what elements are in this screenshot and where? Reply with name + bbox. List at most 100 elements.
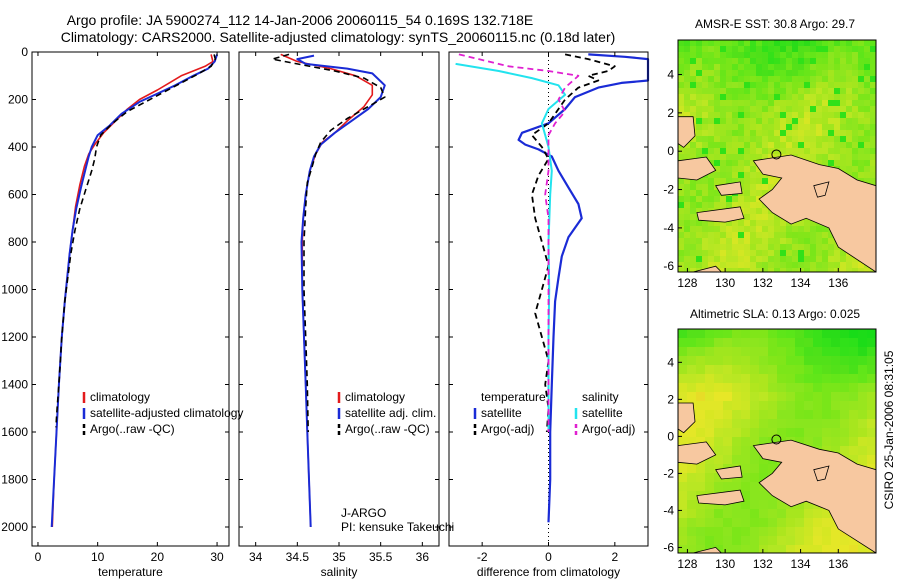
map-cell xyxy=(822,130,829,137)
map-cell xyxy=(858,410,868,420)
map-cell xyxy=(759,428,769,438)
legend-entry: climatology xyxy=(90,390,150,404)
map-cell xyxy=(774,82,781,89)
map-cell xyxy=(696,383,706,393)
map-cell xyxy=(738,100,745,107)
map-cell xyxy=(786,232,793,239)
map-cell xyxy=(684,190,691,197)
map-cell xyxy=(723,536,733,546)
map-cell xyxy=(756,268,763,272)
map-cell xyxy=(786,527,796,537)
map-cell xyxy=(687,491,697,501)
map-cell xyxy=(795,374,805,384)
map-frame xyxy=(677,39,877,273)
map-cell xyxy=(714,232,721,239)
map-cell xyxy=(702,52,709,59)
map-cell xyxy=(684,244,691,251)
map-cell xyxy=(714,130,721,137)
map-cell xyxy=(732,527,742,537)
map-cell xyxy=(750,178,757,185)
map-cell xyxy=(870,154,876,161)
map-cell xyxy=(828,142,835,149)
map-cell xyxy=(846,100,853,107)
map-cell xyxy=(870,82,876,89)
map-cell xyxy=(690,40,697,47)
map-cell xyxy=(738,130,745,137)
map-cell xyxy=(714,94,721,101)
map-cell xyxy=(714,142,721,149)
map-cell xyxy=(732,106,739,113)
map-cell xyxy=(768,527,778,537)
map-cell xyxy=(714,455,724,465)
map-cell xyxy=(816,250,823,257)
map-cell xyxy=(759,527,769,537)
map-cell xyxy=(678,329,688,339)
map-cell xyxy=(822,527,832,537)
map-cell xyxy=(690,148,697,155)
x-axis-label: salinity xyxy=(321,565,358,579)
map-cell xyxy=(744,40,751,47)
map-cell xyxy=(762,262,769,269)
map-cell xyxy=(810,100,817,107)
map-cell xyxy=(804,428,814,438)
land-mass xyxy=(813,465,830,482)
map-cell xyxy=(816,40,823,47)
map-cell xyxy=(702,262,709,269)
map-cell xyxy=(774,262,781,269)
map-cell xyxy=(786,148,793,155)
map-cell xyxy=(768,238,775,245)
map-cell xyxy=(816,136,823,143)
map-cell xyxy=(870,88,876,95)
map-cell xyxy=(702,76,709,83)
map-cell xyxy=(684,250,691,257)
map-cell xyxy=(684,52,691,59)
map-cell xyxy=(702,58,709,65)
map-cell xyxy=(774,94,781,101)
map-cell xyxy=(858,172,865,179)
map-cell xyxy=(690,190,697,197)
map-cell xyxy=(726,232,733,239)
map-cell xyxy=(750,437,760,447)
map-cell xyxy=(708,124,715,131)
series-climatology xyxy=(51,54,214,528)
map-cell xyxy=(759,392,769,402)
map-cell xyxy=(798,82,805,89)
map-cell xyxy=(705,374,715,384)
map-cell xyxy=(723,401,733,411)
map-cell xyxy=(756,82,763,89)
map-cell xyxy=(741,464,751,474)
map-cell xyxy=(768,130,775,137)
map-cell xyxy=(816,106,823,113)
map-cell xyxy=(858,166,865,173)
map-cell xyxy=(744,70,751,77)
map-cell xyxy=(732,329,742,339)
map-cell xyxy=(768,262,775,269)
map-cell xyxy=(840,112,847,119)
map-cell xyxy=(846,166,853,173)
map-cell xyxy=(846,124,853,131)
map-cell xyxy=(828,94,835,101)
map-cell xyxy=(777,374,787,384)
map-cell xyxy=(780,52,787,59)
map-cell xyxy=(813,437,823,447)
map-cell xyxy=(738,88,745,95)
map-cell xyxy=(795,383,805,393)
map-cell xyxy=(744,208,751,215)
map-cell xyxy=(822,226,829,233)
map-cell xyxy=(696,329,706,339)
map-cell xyxy=(684,154,691,161)
map-cell xyxy=(744,262,751,269)
map-cell xyxy=(702,46,709,53)
map-cell xyxy=(678,190,685,197)
map-cell xyxy=(846,142,853,149)
map-cell xyxy=(816,262,823,269)
map-cell xyxy=(864,82,871,89)
map-cell xyxy=(804,124,811,131)
map-cell xyxy=(849,347,859,357)
map-cell xyxy=(756,70,763,77)
map-cell xyxy=(684,58,691,65)
map-cell xyxy=(777,392,787,402)
map-cell xyxy=(678,383,688,393)
map-cell xyxy=(858,130,865,137)
